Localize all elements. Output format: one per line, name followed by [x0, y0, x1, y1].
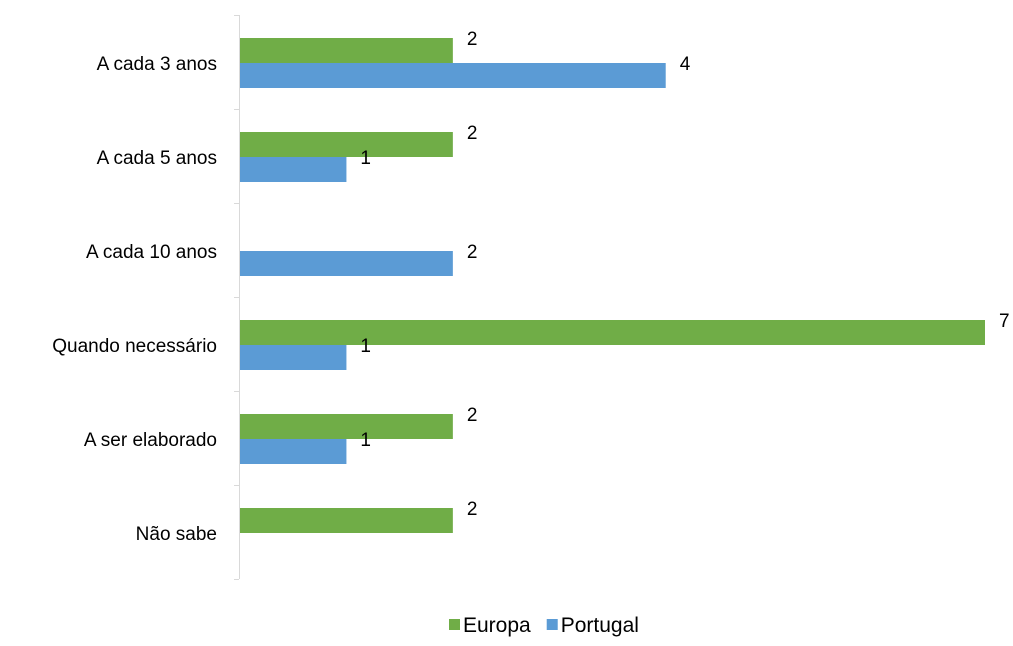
labels-layer: A cada 3 anos A cada 5 anos A cada 10 anos…	[52, 29, 1009, 545]
bar-europa	[240, 320, 985, 345]
data-label: 2	[467, 499, 478, 520]
legend-swatch-europa	[449, 619, 460, 630]
data-label: 4	[680, 54, 691, 75]
bar-europa	[240, 508, 453, 533]
legend-swatch-portugal	[546, 619, 558, 630]
bars-layer	[240, 38, 985, 533]
bar-europa	[240, 132, 453, 157]
legend-label-europa: Europa	[463, 614, 531, 637]
data-label: 2	[467, 123, 478, 144]
bar-portugal	[240, 63, 666, 88]
category-label: A ser elaborado	[84, 430, 217, 451]
bar-europa	[240, 38, 453, 63]
axis-layer	[234, 15, 240, 580]
bar-portugal	[240, 157, 347, 182]
data-label: 2	[467, 242, 478, 263]
data-label: 1	[360, 148, 371, 169]
category-label: A cada 10 anos	[86, 242, 217, 263]
bar-europa	[240, 414, 453, 439]
bar-portugal	[240, 345, 347, 370]
data-label: 2	[467, 29, 478, 50]
data-label: 2	[467, 405, 478, 426]
data-label: 1	[360, 336, 371, 357]
legend: Europa Portugal	[449, 614, 639, 637]
bar-portugal	[240, 439, 347, 464]
data-label: 1	[360, 430, 371, 451]
legend-label-portugal: Portugal	[561, 614, 639, 637]
category-label: Quando necessário	[52, 336, 217, 357]
category-label: A cada 5 anos	[97, 148, 217, 169]
category-label: Não sabe	[136, 524, 217, 545]
data-label: 7	[999, 311, 1010, 332]
category-label: A cada 3 anos	[97, 54, 217, 75]
bar-portugal	[240, 251, 453, 276]
